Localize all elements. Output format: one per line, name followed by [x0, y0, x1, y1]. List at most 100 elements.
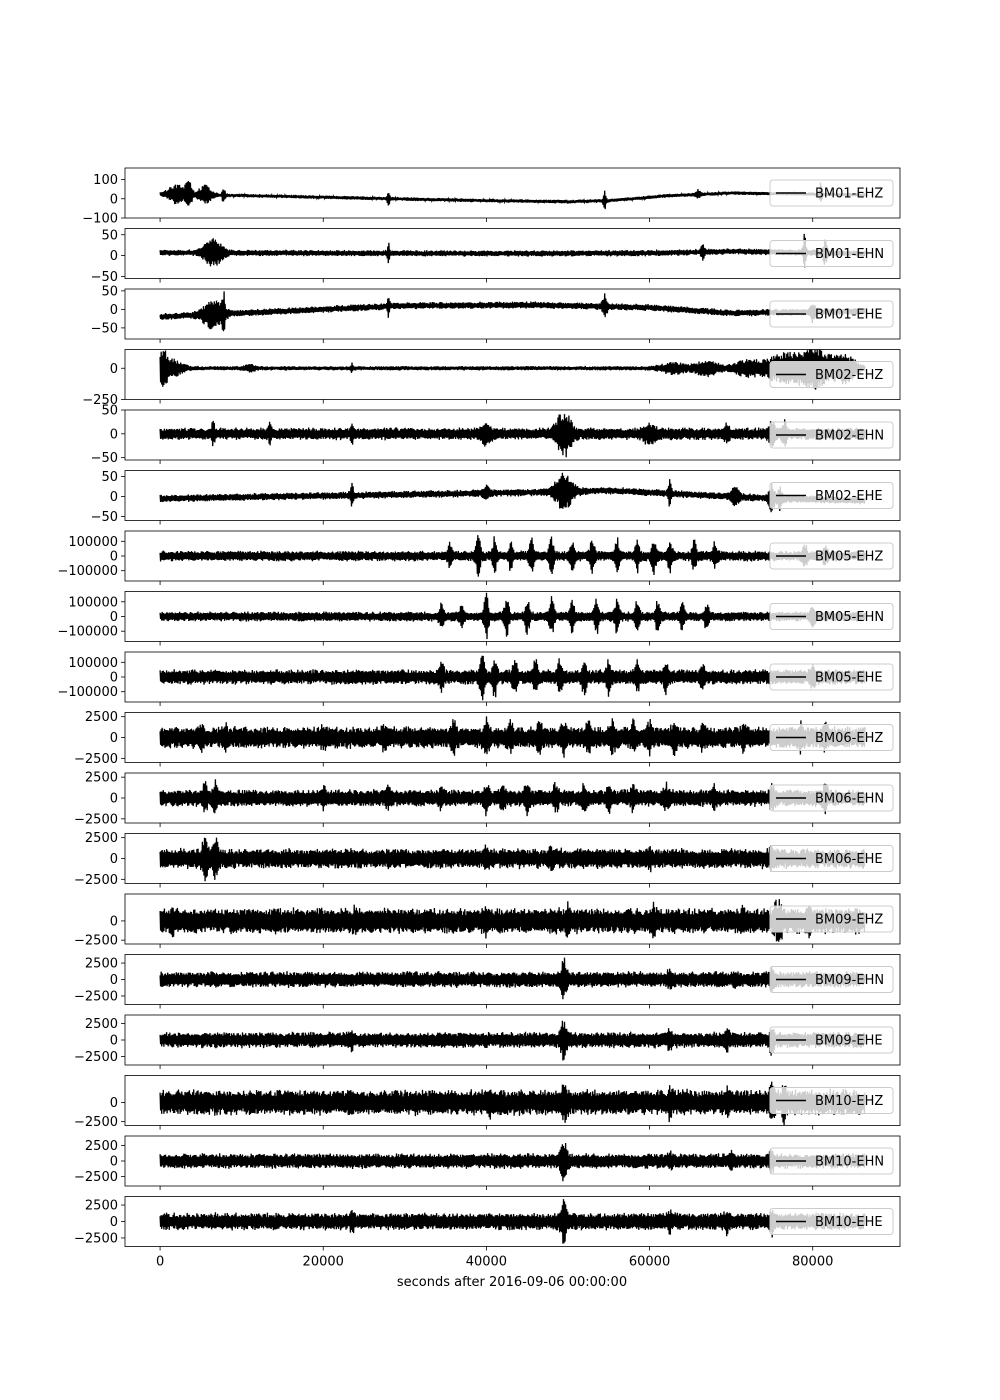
- legend-box: [769, 966, 894, 993]
- subplot-BM01-EHE: 50 0 −50 BM01-EHE: [91, 284, 901, 343]
- legend-label: BM10-EHN: [815, 1155, 884, 1170]
- waveform-BM09-EHZ: [159, 899, 866, 942]
- subplot-BM01-EHN: 50 0 −50 BM01-EHN: [91, 228, 901, 285]
- y-tick-label: 2500: [85, 1017, 118, 1032]
- y-tick-label: 2500: [85, 710, 118, 725]
- legend-label: BM02-EHZ: [815, 368, 883, 383]
- y-tick-label: 0: [110, 192, 118, 207]
- subplot-BM10-EHZ: 0 −2500 BM10-EHZ: [74, 1075, 901, 1130]
- legend-box: [769, 603, 894, 630]
- legend-BM02-EHZ: BM02-EHZ: [769, 361, 894, 388]
- legend-box: [769, 724, 894, 751]
- y-tick-label: −2500: [74, 812, 118, 827]
- waveform-BM01-EHE: [159, 291, 866, 332]
- legend-BM06-EHE: BM06-EHE: [769, 845, 894, 872]
- subplot-BM01-EHZ: 100 0 −100 BM01-EHZ: [82, 167, 901, 227]
- y-tick-label: −50: [91, 270, 118, 285]
- y-tick-label: −2500: [74, 1231, 118, 1246]
- axes-frame: [124, 349, 901, 400]
- legend-BM05-EHN: BM05-EHN: [769, 603, 894, 630]
- y-tick-label: −2500: [74, 873, 118, 888]
- legend-BM09-EHE: BM09-EHE: [769, 1026, 894, 1054]
- axes-frame: [124, 470, 901, 521]
- axes-frame: [124, 893, 901, 945]
- waveform-BM10-EHZ: [159, 1081, 866, 1126]
- subplot-BM06-EHE: 2500 0 −2500 BM06-EHE: [74, 831, 901, 888]
- subplot-BM02-EHZ: 0 −250 BM02-EHZ: [82, 349, 901, 408]
- waveform-BM09-EHE: [159, 1020, 866, 1061]
- x-tick-label: 60000: [629, 1255, 670, 1270]
- y-tick-label: 0: [110, 490, 118, 505]
- y-tick-label: −250: [82, 393, 118, 408]
- legend-label: BM01-EHZ: [815, 187, 883, 202]
- legend-BM06-EHZ: BM06-EHZ: [769, 724, 894, 751]
- waveform-BM06-EHE: [159, 837, 866, 882]
- y-tick-label: 100000: [68, 535, 118, 550]
- y-tick-label: 100000: [68, 656, 118, 671]
- y-tick-label: −2500: [74, 989, 118, 1004]
- y-tick-label: −2500: [74, 752, 118, 767]
- y-tick-label: 0: [110, 1096, 118, 1111]
- legend-label: BM09-EHE: [815, 1034, 883, 1049]
- legend-box: [769, 240, 894, 267]
- legend-label: BM09-EHZ: [815, 913, 883, 928]
- y-tick-label: 0: [110, 973, 118, 988]
- y-tick-label: 100000: [68, 595, 118, 610]
- waveform-BM02-EHZ: [159, 349, 866, 390]
- legend-label: BM05-EHN: [815, 610, 884, 625]
- axes-frame: [124, 167, 901, 219]
- x-tick-label: 20000: [303, 1255, 344, 1270]
- y-tick-label: −2500: [74, 934, 118, 949]
- y-tick-label: 0: [110, 914, 118, 929]
- axes-frame: [124, 228, 901, 279]
- y-tick-label: 50: [101, 470, 118, 485]
- legend-label: BM05-EHZ: [815, 550, 883, 565]
- y-tick-label: 50: [101, 228, 118, 243]
- legend-BM05-EHZ: BM05-EHZ: [769, 542, 894, 570]
- y-tick-label: −100000: [57, 564, 118, 579]
- y-tick-label: −2500: [74, 1050, 118, 1065]
- x-axis-label: seconds after 2016-09-06 00:00:00: [397, 1275, 627, 1290]
- legend-BM01-EHZ: BM01-EHZ: [769, 179, 894, 207]
- legend-label: BM06-EHE: [815, 852, 883, 867]
- legend-box: [769, 421, 894, 449]
- legend-label: BM05-EHE: [815, 671, 883, 686]
- y-tick-label: 0: [110, 362, 118, 377]
- y-tick-label: 0: [110, 303, 118, 318]
- legend-BM05-EHE: BM05-EHE: [769, 663, 894, 691]
- waveform-BM09-EHN: [159, 957, 866, 1000]
- legend-BM10-EHN: BM10-EHN: [769, 1147, 894, 1175]
- y-tick-label: 0: [110, 1155, 118, 1170]
- legend-label: BM10-EHE: [815, 1215, 883, 1230]
- legend-BM01-EHE: BM01-EHE: [769, 300, 894, 328]
- legend-box: [769, 300, 894, 328]
- x-tick-label: 0: [156, 1255, 164, 1270]
- subplot-BM02-EHN: 50 0 −50 BM02-EHN: [91, 404, 901, 466]
- axes-frame: [124, 1075, 901, 1126]
- legend-box: [769, 845, 894, 872]
- legend-BM09-EHN: BM09-EHN: [769, 966, 894, 993]
- y-tick-label: 0: [110, 550, 118, 565]
- legend-BM02-EHE: BM02-EHE: [769, 482, 894, 509]
- legend-box: [769, 1208, 894, 1235]
- y-tick-label: −50: [91, 321, 118, 336]
- waveform-BM02-EHE: [159, 472, 866, 513]
- waveform-BM05-EHN: [159, 592, 866, 640]
- waveform-BM05-EHE: [159, 655, 866, 701]
- x-axis: 0 20000 40000 60000 80000: [156, 1255, 833, 1270]
- y-tick-label: 2500: [85, 771, 118, 786]
- y-tick-label: −50: [91, 451, 118, 466]
- y-tick-label: 2500: [85, 1139, 118, 1154]
- legend-box: [769, 542, 894, 570]
- legend-box: [769, 482, 894, 509]
- y-tick-label: −100: [82, 212, 118, 227]
- y-tick-label: −2500: [74, 1170, 118, 1185]
- legend-label: BM01-EHN: [815, 247, 884, 262]
- waveform-BM10-EHN: [159, 1142, 866, 1182]
- x-tick-label: 40000: [466, 1255, 507, 1270]
